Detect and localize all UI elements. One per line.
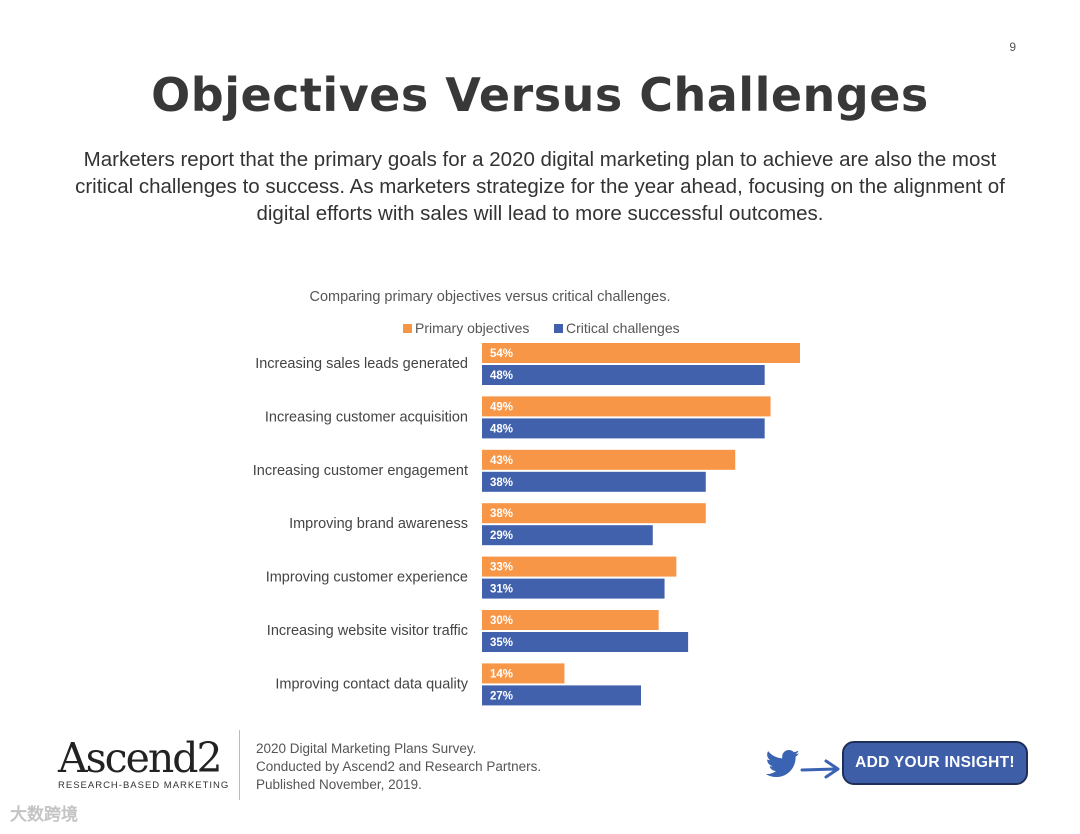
- data-label: 48%: [490, 370, 513, 382]
- category-label: Increasing customer engagement: [253, 463, 468, 479]
- data-label: 35%: [490, 637, 513, 649]
- bar: [482, 503, 706, 524]
- category-label: Increasing customer acquisition: [265, 409, 468, 425]
- bar: [482, 663, 565, 684]
- watermark: 大数跨境: [10, 800, 78, 825]
- data-label: 30%: [490, 615, 513, 627]
- watermark-text: 大数跨境: [10, 805, 78, 824]
- data-label: 54%: [490, 348, 513, 360]
- data-label: 48%: [490, 423, 513, 435]
- category-label: Improving brand awareness: [289, 516, 468, 532]
- intro-paragraph: Marketers report that the primary goals …: [75, 148, 1005, 225]
- category-label: Increasing sales leads generated: [255, 356, 468, 372]
- bar: [482, 632, 689, 652]
- chart-title: Comparing primary objectives versus crit…: [309, 289, 670, 305]
- footer-divider: [239, 730, 240, 800]
- data-label: 27%: [490, 690, 513, 702]
- bar: [482, 449, 736, 470]
- objectives-vs-challenges-chart: Comparing primary objectives versus crit…: [253, 289, 800, 706]
- ascend2-logo: Ascend2 RESEARCH-BASED MARKETING: [56, 734, 232, 798]
- data-label: 38%: [490, 508, 513, 520]
- bar: [482, 556, 677, 577]
- page-title: Objectives Versus Challenges: [151, 68, 929, 122]
- data-label: 31%: [490, 584, 513, 596]
- data-label: 49%: [490, 401, 513, 413]
- twitter-icon[interactable]: [766, 749, 800, 779]
- legend-swatch: [403, 324, 412, 333]
- bar: [482, 396, 771, 417]
- bar: [482, 418, 765, 439]
- legend-label: Primary objectives: [415, 320, 529, 336]
- bar: [482, 343, 800, 363]
- data-label: 43%: [490, 455, 513, 467]
- source-line: Published November, 2019.: [256, 777, 422, 792]
- bar: [482, 525, 653, 546]
- data-label: 14%: [490, 668, 513, 680]
- category-label: Improving contact data quality: [275, 676, 468, 692]
- logo-wordmark: Ascend2: [58, 734, 223, 782]
- page-number: 9: [1009, 40, 1016, 54]
- bar: [482, 471, 706, 492]
- legend-swatch: [554, 324, 563, 333]
- bar: [482, 610, 659, 630]
- bar: [482, 685, 641, 706]
- logo-tagline: RESEARCH-BASED MARKETING: [58, 780, 230, 791]
- add-your-insight-button[interactable]: ADD YOUR INSIGHT!: [842, 741, 1028, 785]
- arrow-right-icon: [800, 759, 840, 779]
- legend-label: Critical challenges: [566, 320, 680, 336]
- bar: [482, 578, 665, 599]
- category-label: Increasing website visitor traffic: [267, 623, 468, 639]
- data-label: 33%: [490, 562, 513, 574]
- data-label: 29%: [490, 530, 513, 542]
- data-label: 38%: [490, 477, 513, 489]
- source-line: 2020 Digital Marketing Plans Survey.: [256, 741, 477, 756]
- bar: [482, 365, 765, 385]
- source-line: Conducted by Ascend2 and Research Partne…: [256, 759, 542, 774]
- category-label: Improving customer experience: [266, 570, 468, 586]
- source-note: 2020 Digital Marketing Plans Survey. Con…: [256, 740, 541, 794]
